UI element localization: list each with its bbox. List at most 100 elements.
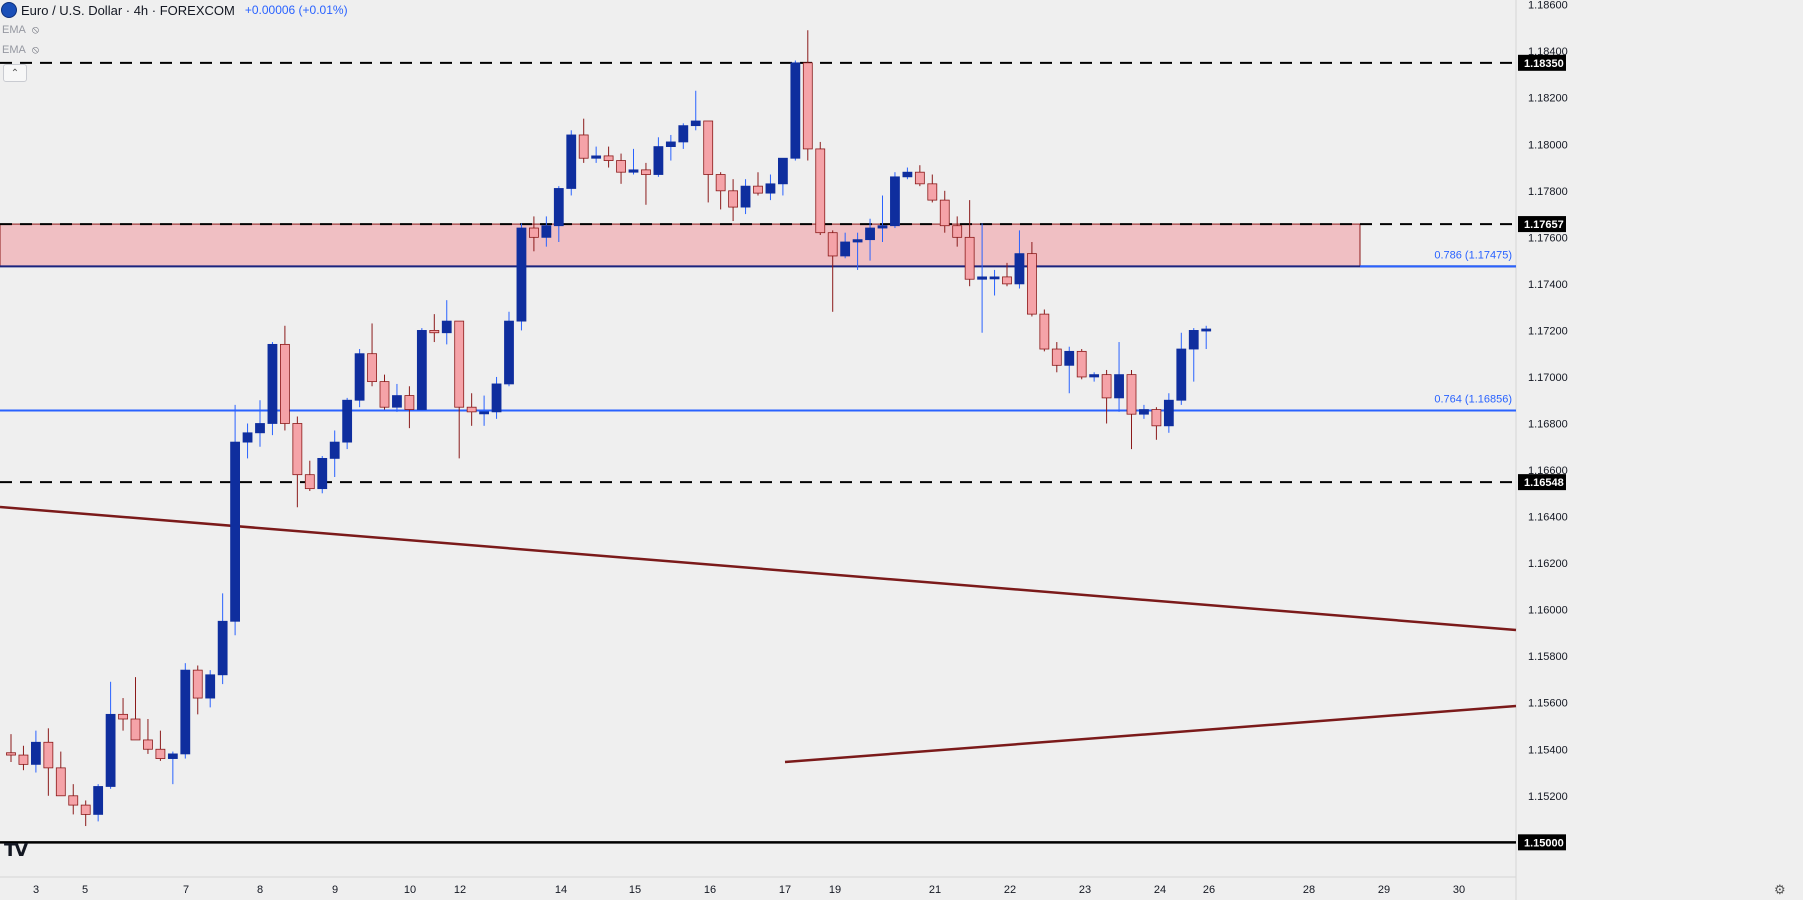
indicator-ema-1[interactable]: EMA ⦸ bbox=[0, 20, 348, 40]
indicator-ema-2[interactable]: EMA ⦸ bbox=[0, 40, 348, 60]
candle-body bbox=[802, 62, 813, 150]
ascending-trendline[interactable] bbox=[784, 704, 1517, 764]
candles-layer bbox=[6, 30, 1212, 827]
candle-body bbox=[504, 320, 514, 385]
candle-body bbox=[30, 741, 41, 765]
candle bbox=[591, 146, 602, 163]
candle-body bbox=[416, 330, 427, 410]
price-tick-label: 1.18000 bbox=[1528, 139, 1568, 151]
candle bbox=[230, 404, 241, 636]
candle-body bbox=[877, 225, 888, 229]
trendline-layer bbox=[0, 505, 1517, 764]
candle bbox=[952, 216, 963, 247]
price-tag[interactable]: 1.15000 bbox=[1518, 834, 1566, 851]
candle bbox=[902, 167, 913, 180]
time-tick-label: 26 bbox=[1203, 884, 1215, 896]
candle bbox=[491, 376, 502, 419]
candle bbox=[379, 374, 390, 410]
candle bbox=[255, 400, 265, 447]
candle bbox=[392, 383, 402, 412]
candle bbox=[43, 728, 54, 796]
price-tick-label: 1.15400 bbox=[1528, 744, 1568, 756]
candle-body bbox=[665, 141, 676, 147]
candle bbox=[329, 430, 340, 478]
tradingview-logo[interactable]: TV bbox=[4, 840, 28, 861]
candle-body bbox=[167, 753, 178, 759]
collapse-legend-button[interactable]: ⌃ bbox=[3, 64, 27, 82]
time-tick-label: 30 bbox=[1453, 884, 1465, 896]
eye-hidden-icon[interactable]: ⦸ bbox=[31, 23, 40, 36]
time-tick-label: 23 bbox=[1079, 884, 1091, 896]
candle-body bbox=[1089, 374, 1100, 378]
price-tick-label: 1.15800 bbox=[1528, 651, 1568, 663]
candle bbox=[217, 593, 228, 685]
candle-body bbox=[1163, 399, 1174, 427]
candle bbox=[1151, 407, 1162, 440]
candle-body bbox=[1002, 276, 1012, 285]
price-tag[interactable]: 1.17657 bbox=[1518, 216, 1566, 233]
candle-body bbox=[939, 199, 950, 227]
candle-body bbox=[703, 120, 714, 175]
candle bbox=[653, 137, 664, 177]
candle bbox=[1126, 369, 1137, 450]
candle-body bbox=[80, 804, 91, 815]
time-axis[interactable]: 3 5 7 8 9 10 12 14 15 16 17 19 21 22 23 24 26 28 29 30 bbox=[33, 884, 1465, 896]
time-tick-label: 21 bbox=[929, 884, 941, 896]
candle bbox=[566, 130, 577, 196]
candle bbox=[964, 200, 975, 287]
candle bbox=[753, 172, 763, 196]
candle-body bbox=[902, 171, 913, 178]
candle-body bbox=[392, 395, 402, 408]
candle bbox=[877, 195, 888, 242]
legend-title-row[interactable]: Euro / U.S. Dollar · 4h · FOREXCOM +0.00… bbox=[0, 0, 348, 20]
resistance-zone[interactable] bbox=[0, 223, 1361, 267]
candle-body bbox=[678, 125, 689, 143]
price-tag[interactable]: 1.16548 bbox=[1518, 474, 1566, 491]
candle bbox=[728, 179, 738, 222]
candle bbox=[865, 218, 875, 261]
candle-body bbox=[105, 713, 116, 787]
candle bbox=[1188, 328, 1199, 382]
eye-hidden-icon[interactable]: ⦸ bbox=[31, 43, 40, 56]
candle bbox=[628, 148, 639, 175]
time-tick-label: 8 bbox=[257, 884, 263, 896]
descending-trendline[interactable] bbox=[0, 505, 1517, 632]
candle-body bbox=[616, 160, 626, 173]
candle-body bbox=[1188, 330, 1199, 350]
candle bbox=[989, 269, 1000, 296]
candle-body bbox=[865, 227, 875, 241]
time-tick-label: 14 bbox=[555, 884, 567, 896]
candle bbox=[130, 677, 141, 741]
candle bbox=[1139, 404, 1149, 419]
candle bbox=[1101, 369, 1112, 424]
indicator-label: EMA bbox=[2, 44, 26, 56]
price-axis[interactable]: 1.186001.184001.182001.180001.178001.176… bbox=[1518, 0, 1568, 851]
candle bbox=[1051, 342, 1062, 373]
candle-body bbox=[591, 155, 602, 159]
price-tag-label: 1.16548 bbox=[1524, 477, 1564, 489]
time-tick-label: 19 bbox=[829, 884, 841, 896]
candle-body bbox=[230, 441, 241, 622]
candle-body bbox=[93, 786, 104, 815]
price-tick-label: 1.17800 bbox=[1528, 186, 1568, 198]
candle-body bbox=[454, 320, 465, 408]
candle-body bbox=[205, 674, 216, 699]
price-tag[interactable]: 1.18350 bbox=[1518, 54, 1566, 71]
candle-body bbox=[603, 155, 614, 161]
candle-body bbox=[192, 669, 203, 699]
candle bbox=[441, 300, 452, 345]
candle bbox=[815, 141, 826, 236]
candle-body bbox=[1076, 350, 1087, 378]
candle-body bbox=[6, 752, 16, 756]
candle-body bbox=[790, 62, 801, 159]
candle-body bbox=[429, 330, 440, 334]
gear-icon[interactable]: ⚙ bbox=[1774, 882, 1786, 897]
price-tag-background bbox=[1518, 474, 1566, 491]
time-tick-label: 22 bbox=[1004, 884, 1016, 896]
time-tick-label: 16 bbox=[704, 884, 716, 896]
candle-body bbox=[827, 232, 838, 257]
candle-body bbox=[255, 423, 265, 434]
candle bbox=[105, 681, 116, 789]
